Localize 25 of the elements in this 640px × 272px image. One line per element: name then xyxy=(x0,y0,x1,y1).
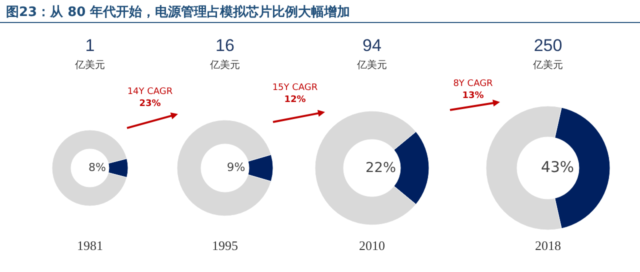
chart-title: 16 xyxy=(216,36,234,56)
text: 15Y CAGR xyxy=(272,83,318,93)
text: 12% xyxy=(283,94,307,106)
text: 8Y CAGR xyxy=(453,79,493,89)
text: 2010 xyxy=(359,238,385,254)
chart-subtitle: 亿美元 xyxy=(357,58,387,72)
data-label: 8% xyxy=(88,161,106,174)
chart-title: 250 xyxy=(534,36,562,56)
data-label: 9% xyxy=(226,160,246,174)
chart-subtitle: 亿美元 xyxy=(210,58,240,72)
text: 1995 xyxy=(212,238,238,254)
text: 2018 xyxy=(535,238,561,254)
donut-slice xyxy=(52,130,128,206)
chart-title: 94 xyxy=(362,36,382,56)
text: 14Y CAGR xyxy=(127,87,173,97)
chart-title: 1 xyxy=(85,36,95,56)
text: 1981 xyxy=(77,238,103,254)
text: 23% xyxy=(138,98,162,110)
text: 13% xyxy=(461,90,485,102)
text: 图23：从 80 年代开始，电源管理占模拟芯片比例大幅增加 xyxy=(6,4,350,21)
data-label: 22% xyxy=(366,160,396,176)
data-label: 43% xyxy=(540,158,574,176)
donut-slice xyxy=(177,120,272,216)
chart-subtitle: 亿美元 xyxy=(75,58,105,72)
chart-subtitle: 亿美元 xyxy=(533,58,563,72)
